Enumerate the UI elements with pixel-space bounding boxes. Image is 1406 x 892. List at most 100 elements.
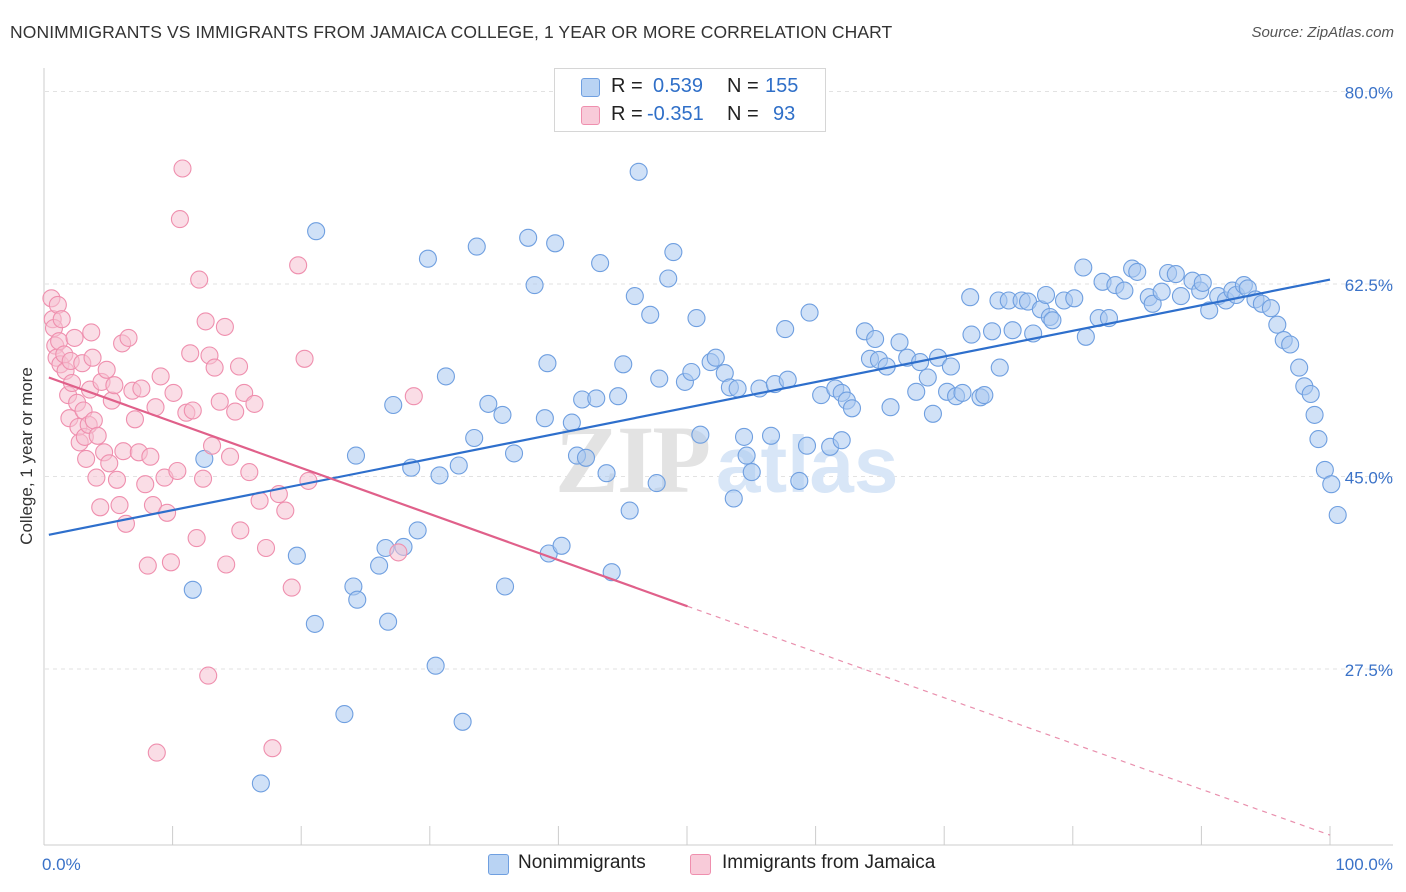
point-nonimmigrants <box>465 428 484 448</box>
point-nonimmigrants <box>941 357 960 376</box>
point-immigrants <box>107 470 127 489</box>
point-nonimmigrants <box>907 382 926 401</box>
point-immigrants <box>151 367 170 386</box>
point-nonimmigrants <box>737 446 756 465</box>
point-immigrants <box>77 449 96 468</box>
point-immigrants <box>138 556 157 575</box>
point-nonimmigrants <box>453 712 472 731</box>
point-nonimmigrants <box>953 383 972 402</box>
point-nonimmigrants <box>1200 301 1219 320</box>
point-immigrants <box>183 401 202 420</box>
point-immigrants <box>210 392 229 411</box>
point-immigrants <box>161 553 180 572</box>
source-label: Source: ZipAtlas.com <box>1251 24 1394 41</box>
legend-label: Immigrants from Jamaica <box>722 852 936 873</box>
point-nonimmigrants <box>1115 281 1134 300</box>
point-nonimmigrants <box>790 471 809 490</box>
y-tick-label: 45.0% <box>1345 469 1393 488</box>
point-nonimmigrants <box>1003 321 1022 340</box>
legend-n-label: N = <box>727 75 759 97</box>
point-immigrants <box>187 529 206 548</box>
point-immigrants <box>220 447 240 466</box>
point-immigrants <box>203 436 222 455</box>
stats-legend: R = 0.539 N = 155 R = -0.351 N = 93 <box>554 68 826 132</box>
y-tick-label: 62.5% <box>1345 276 1393 295</box>
point-immigrants <box>231 521 250 540</box>
point-nonimmigrants <box>384 395 403 415</box>
point-nonimmigrants <box>1043 311 1062 330</box>
point-immigrants <box>83 348 102 367</box>
legend-r-label: R = <box>611 75 643 97</box>
point-immigrants <box>199 666 218 685</box>
point-immigrants <box>282 578 301 597</box>
point-nonimmigrants <box>1281 335 1300 354</box>
legend-swatch-pink <box>581 106 600 125</box>
point-nonimmigrants <box>1152 282 1171 301</box>
point-nonimmigrants <box>975 386 994 405</box>
point-immigrants <box>82 323 101 342</box>
point-immigrants <box>263 739 282 758</box>
point-immigrants <box>226 402 245 421</box>
point-immigrants <box>235 383 254 402</box>
point-nonimmigrants <box>625 287 644 306</box>
point-immigrants <box>170 210 189 229</box>
point-nonimmigrants <box>426 656 445 675</box>
point-immigrants <box>205 358 224 377</box>
point-immigrants <box>97 360 116 379</box>
point-nonimmigrants <box>647 474 666 493</box>
point-nonimmigrants <box>348 590 367 609</box>
point-nonimmigrants <box>519 228 538 247</box>
point-nonimmigrants <box>307 222 326 241</box>
legend-r-value: -0.351 <box>647 103 704 125</box>
point-immigrants <box>100 454 119 473</box>
trend-line-immigrants <box>48 376 688 608</box>
point-nonimmigrants <box>504 444 524 463</box>
series-nonimmigrants <box>183 162 1347 793</box>
point-nonimmigrants <box>525 276 544 295</box>
legend-swatch-blue <box>488 854 509 875</box>
point-nonimmigrants <box>1305 405 1324 424</box>
point-nonimmigrants <box>1074 258 1093 277</box>
point-nonimmigrants <box>650 369 669 388</box>
legend-swatch-blue <box>581 78 600 97</box>
point-nonimmigrants <box>706 348 725 367</box>
point-immigrants <box>147 743 166 762</box>
point-nonimmigrants <box>890 333 909 352</box>
point-nonimmigrants <box>1128 262 1147 281</box>
point-immigrants <box>196 312 215 331</box>
point-immigrants <box>65 328 84 347</box>
point-immigrants <box>119 328 138 347</box>
x-tick-label: 100.0% <box>1335 855 1393 874</box>
point-nonimmigrants <box>691 425 710 444</box>
point-nonimmigrants <box>1036 285 1056 305</box>
x-tick-label: 0.0% <box>42 855 81 874</box>
point-immigrants <box>229 357 249 376</box>
point-nonimmigrants <box>495 577 515 596</box>
point-nonimmigrants <box>493 405 512 424</box>
point-nonimmigrants <box>1309 430 1328 449</box>
point-nonimmigrants <box>346 446 366 465</box>
point-nonimmigrants <box>408 521 427 540</box>
chart-title: NONIMMIGRANTS VS IMMIGRANTS FROM JAMAICA… <box>10 22 893 42</box>
trend-line-nonimmigrants <box>48 278 1331 536</box>
axes <box>43 68 1393 846</box>
point-immigrants <box>168 461 187 481</box>
point-immigrants <box>87 468 106 487</box>
y-tick-label: 27.5% <box>1345 661 1393 680</box>
point-immigrants <box>289 256 308 275</box>
point-nonimmigrants <box>287 546 306 565</box>
point-nonimmigrants <box>832 431 851 450</box>
point-nonimmigrants <box>923 404 942 423</box>
trend-line-immigrants-extrapolated <box>687 605 1331 836</box>
point-nonimmigrants <box>1166 265 1185 284</box>
point-immigrants <box>245 394 264 413</box>
point-nonimmigrants <box>597 464 616 483</box>
point-nonimmigrants <box>659 269 678 288</box>
point-nonimmigrants <box>1143 294 1162 313</box>
legend-n-label: N = <box>727 103 759 125</box>
point-nonimmigrants <box>990 358 1009 377</box>
y-axis-label: College, 1 year or more <box>17 367 36 545</box>
point-nonimmigrants <box>418 249 437 268</box>
point-immigrants <box>88 426 107 445</box>
point-nonimmigrants <box>1301 384 1320 404</box>
